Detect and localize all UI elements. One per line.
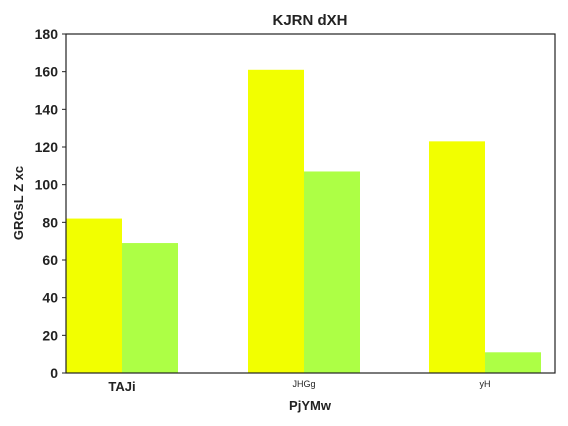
chart-title: KJRN dXH bbox=[272, 12, 347, 29]
y-tick-label: 140 bbox=[35, 101, 59, 117]
y-tick-label: 0 bbox=[50, 365, 58, 381]
x-ticks: TAJi JHGg yH bbox=[108, 379, 490, 394]
y-ticks: 0 20 40 60 80 100 120 140 160 180 bbox=[35, 26, 66, 381]
y-tick-label: 180 bbox=[35, 26, 59, 42]
y-tick-label: 160 bbox=[35, 64, 59, 80]
y-tick-label: 120 bbox=[35, 139, 59, 155]
y-axis-label: GRGsL Z xc bbox=[11, 166, 26, 240]
bar-yh-series-1 bbox=[429, 141, 485, 373]
x-tick-label-jhgg: JHGg bbox=[292, 379, 315, 389]
y-tick-label: 40 bbox=[42, 290, 58, 306]
bar-jhgg-series-2 bbox=[304, 171, 360, 373]
x-axis-label: PjYMw bbox=[289, 398, 332, 413]
y-tick-label: 60 bbox=[42, 252, 58, 268]
bar-yh-series-2 bbox=[485, 352, 541, 373]
y-tick-label: 100 bbox=[35, 177, 59, 193]
plot-frame bbox=[65, 33, 556, 374]
x-tick-label-taji: TAJi bbox=[108, 379, 135, 394]
x-tick-label-yh: yH bbox=[480, 379, 491, 389]
bars-group bbox=[66, 69, 541, 374]
y-tick-label: 80 bbox=[42, 214, 58, 230]
bar-taji-series-2 bbox=[122, 243, 178, 373]
bar-jhgg-series-1 bbox=[248, 69, 304, 374]
bar-taji-series-1 bbox=[66, 218, 122, 373]
y-tick-label: 20 bbox=[42, 327, 58, 343]
